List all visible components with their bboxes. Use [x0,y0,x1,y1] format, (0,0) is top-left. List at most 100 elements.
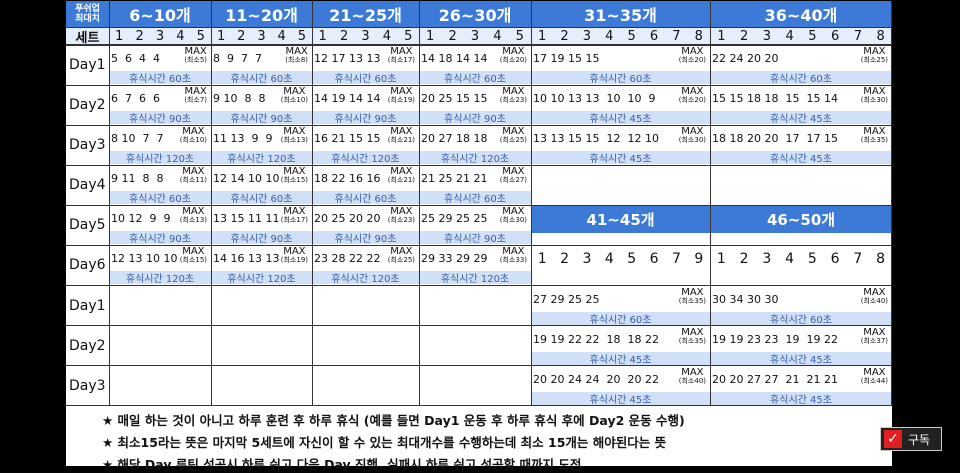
max-label: MAX (최소13) [281,127,308,145]
max-label: MAX (최소27) [500,167,527,185]
rep-values: 12 14 10 10 MAX (최소15) [213,165,310,191]
rep-values: 11 13 9 9 MAX (최소13) [213,125,310,151]
max-label: MAX (최소30) [861,87,888,105]
max-label: MAX (최소20) [500,47,527,65]
max-label: MAX (최소10) [281,87,308,105]
rep-counts: 12 14 10 10 [213,171,280,185]
rest-time: 휴식시간 60초 [710,71,892,84]
set-number: 5 [808,28,817,44]
max-label: MAX (최소5) [184,47,207,65]
rep-counts: 25 29 25 25 [421,211,488,225]
rep-counts: 15 15 18 18 15 15 14 [712,91,838,105]
minimum-reps: (최소20) [678,56,706,64]
set-number: 2 [739,250,749,267]
set-number: 6 [649,28,659,44]
rep-values: 25 29 25 25 MAX (최소30) [421,205,529,231]
max-label: MAX (최소21) [388,167,415,185]
rep-values: 21 25 21 21 MAX (최소27) [421,165,529,191]
set-number: 3 [361,28,370,44]
rep-values: 16 21 15 15 MAX (최소21) [314,125,417,151]
max-text: MAX [390,206,413,217]
max-label: MAX (최소20) [679,47,706,65]
minimum-reps: (최소7) [184,96,207,104]
rest-time: 휴식시간 90초 [211,111,312,124]
rep-values: 12 17 13 13 MAX (최소17) [314,45,417,71]
rest-time: 휴식시간 60초 [531,312,710,325]
set-number: 4 [785,250,795,267]
rest-time: 휴식시간 90초 [312,231,419,244]
rep-counts: 9 10 8 8 [213,91,266,105]
max-text: MAX [182,126,205,137]
rep-counts: 12 17 13 13 [314,51,381,65]
rep-counts: 12 13 10 10 [111,251,178,265]
rep-values: 9 11 8 8 MAX (최소11) [111,165,209,191]
max-text: MAX [863,327,886,338]
max-text: MAX [390,166,413,177]
grid-line [66,325,892,326]
grid-line [531,1,532,406]
minimum-reps: (최소17) [280,216,308,224]
rep-counts: 23 28 22 22 [314,251,381,265]
rest-time: 휴식시간 45초 [531,151,710,164]
max-text: MAX [390,46,413,57]
rep-values: 14 18 14 14 MAX (최소20) [421,45,529,71]
rep-values: 29 33 29 29 MAX (최소33) [421,245,529,271]
rest-time: 휴식시간 60초 [109,71,211,84]
note-line: ★ 최소15라는 뜻은 마지막 5세트에 자신이 할 수 있는 최대개수를 수행… [102,435,667,450]
max-label: MAX (최소20) [679,87,706,105]
minimum-reps: (최소13) [280,136,308,144]
rep-values: 5 6 4 4 MAX (최소5) [111,45,209,71]
note-line: ★ 매일 하는 것이 아니고 하루 훈련 후 하루 휴식 (예를 들면 Day1… [102,413,685,428]
set-number: 7 [853,250,863,267]
max-label: MAX (최소19) [281,247,308,265]
rest-time: 휴식시간 60초 [531,71,710,84]
max-label: MAX (최소17) [281,207,308,225]
minimum-reps: (최소13) [179,216,207,224]
rep-values: 19 19 23 23 19 19 22 MAX (최소37) [712,326,890,352]
max-label: MAX (최소35) [679,328,706,346]
max-label: MAX (최소44) [861,368,888,386]
rep-values: 14 16 13 13 MAX (최소19) [213,245,310,271]
grid-line [710,1,711,406]
rest-time: 휴식시간 45초 [710,352,892,365]
minimum-reps: (최소20) [678,96,706,104]
day-label: Day4 [66,165,109,205]
max-label: MAX (최소7) [184,87,207,105]
subscribe-button[interactable]: ✓ 구독 [880,427,942,451]
max-text: MAX [681,46,704,57]
max-text: MAX [681,327,704,338]
grid-line [66,27,892,28]
max-label: MAX (최소40) [679,368,706,386]
rest-time: 휴식시간 60초 [211,71,312,84]
rep-values: 8 10 7 7 MAX (최소10) [111,125,209,151]
day-label: Day3 [66,125,109,165]
day-label: Day1 [66,286,109,326]
set-number: 1 [318,28,327,44]
minimum-reps: (최소35) [678,297,706,305]
max-text: MAX [390,86,413,97]
set-number: 4 [176,28,185,44]
set-number: 3 [582,28,592,44]
rep-counts: 20 20 27 27 21 21 21 [712,372,838,386]
group-header: 6~10개 [109,1,211,27]
max-label: MAX (최소30) [679,127,706,145]
pushup-program-board: 푸쉬업 최대치 세트 6~10개 1 2 3 4 5 11~20개 1 2 3 4 5 21~25개 1 2 3 4… [66,1,892,472]
grid-line [211,1,212,406]
rep-counts: 17 19 15 15 [533,51,600,65]
max-text: MAX [390,246,413,257]
minimum-reps: (최소21) [387,136,415,144]
set-number: 4 [605,28,614,44]
max-text: MAX [502,86,525,97]
rest-time: 휴식시간 45초 [531,111,710,124]
max-text: MAX [863,86,886,97]
rep-values: 30 34 30 30 MAX (최소40) [712,286,890,312]
minimum-reps: (최소5) [184,56,207,64]
rep-counts: 14 16 13 13 [213,251,280,265]
set-number: 7 [853,28,863,44]
note-line: ★ 해당 Day 루틴 성공시 하루 쉬고 다음 Day 진행, 실패시 하루 … [102,457,582,472]
